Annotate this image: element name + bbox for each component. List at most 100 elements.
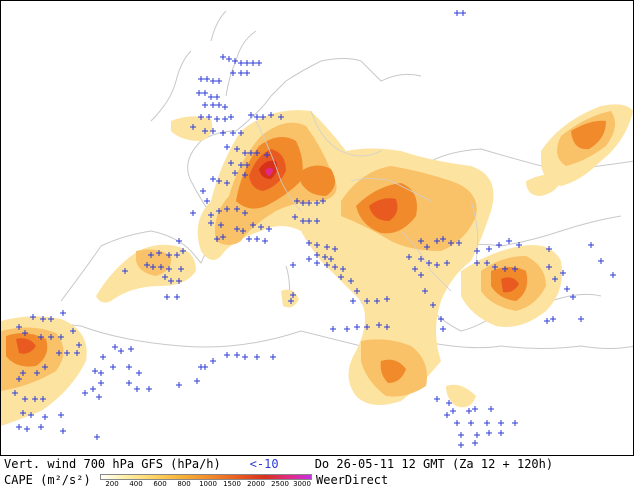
plus-marker [216, 78, 222, 84]
plus-marker [218, 222, 224, 228]
plus-marker [96, 394, 102, 400]
plus-marker [598, 258, 604, 264]
plus-marker [126, 380, 132, 386]
plus-marker [268, 112, 274, 118]
map-caption: Vert. wind 700 hPa GFS (hPa/h) <-10 Do 2… [0, 456, 634, 490]
plus-marker [208, 220, 214, 226]
plus-marker [224, 144, 230, 150]
plus-marker [202, 128, 208, 134]
plus-marker [546, 264, 552, 270]
plus-marker [250, 60, 256, 66]
plus-marker [216, 178, 222, 184]
plus-marker [324, 262, 330, 268]
plus-marker [348, 278, 354, 284]
plus-marker [434, 238, 440, 244]
plus-marker [38, 424, 44, 430]
plus-marker [226, 56, 232, 62]
plus-marker [82, 390, 88, 396]
plus-marker [314, 200, 320, 206]
map-canvas [1, 10, 633, 448]
plus-marker [314, 252, 320, 258]
plus-marker [324, 244, 330, 250]
plus-marker [220, 234, 226, 240]
plus-marker [70, 328, 76, 334]
plus-marker [294, 198, 300, 204]
plus-marker [278, 114, 284, 120]
plus-marker [424, 244, 430, 250]
plus-marker [364, 324, 370, 330]
plus-marker [472, 406, 478, 412]
plus-marker [314, 218, 320, 224]
plus-marker [610, 272, 616, 278]
plus-marker [288, 298, 294, 304]
plus-marker [112, 344, 118, 350]
plus-marker [198, 114, 204, 120]
plus-marker [262, 238, 268, 244]
plus-marker [254, 236, 260, 242]
plus-marker [246, 236, 252, 242]
plus-marker [552, 276, 558, 282]
plus-marker [444, 412, 450, 418]
plus-marker [502, 266, 508, 272]
plus-marker [460, 10, 466, 16]
plus-marker [486, 430, 492, 436]
plus-marker [406, 254, 412, 260]
plus-marker [176, 238, 182, 244]
plus-marker [440, 326, 446, 332]
plus-marker [332, 246, 338, 252]
scale-tick: 1500 [223, 480, 241, 488]
plus-marker [242, 150, 248, 156]
plus-marker [214, 116, 220, 122]
plus-marker [384, 324, 390, 330]
plus-marker [300, 200, 306, 206]
plus-marker [238, 130, 244, 136]
plus-marker [210, 102, 216, 108]
plus-marker [148, 252, 154, 258]
plus-marker [202, 364, 208, 370]
plus-marker [166, 266, 172, 272]
plus-marker [434, 396, 440, 402]
plus-marker [220, 130, 226, 136]
plus-marker [344, 326, 350, 332]
plus-marker [230, 70, 236, 76]
plus-marker [418, 256, 424, 262]
scale-tick: 2500 [271, 480, 289, 488]
cape-color-scale: 200 400 600 800 1000 1500 2000 2500 3000 [100, 474, 312, 490]
plus-marker [180, 248, 186, 254]
plus-marker [418, 272, 424, 278]
plus-marker [254, 354, 260, 360]
plus-marker [22, 396, 28, 402]
plus-marker [242, 354, 248, 360]
scale-tick: 600 [153, 480, 167, 488]
plus-marker [488, 406, 494, 412]
scale-tick: 800 [177, 480, 191, 488]
plus-marker [364, 298, 370, 304]
plus-marker [20, 410, 26, 416]
plus-marker [578, 316, 584, 322]
plus-marker [466, 408, 472, 414]
plus-marker [196, 90, 202, 96]
plus-marker [588, 242, 594, 248]
plus-marker [374, 298, 380, 304]
plus-marker [200, 188, 206, 194]
plus-marker [486, 246, 492, 252]
plus-marker [550, 316, 556, 322]
plus-marker [150, 264, 156, 270]
plus-marker [512, 266, 518, 272]
plus-marker [214, 94, 220, 100]
plus-marker [270, 354, 276, 360]
plus-marker [350, 298, 356, 304]
plus-marker [92, 368, 98, 374]
caption-valid-time: Do 26-05-11 12 GMT (Za 12 + 120h) [314, 457, 554, 471]
plus-marker [248, 150, 254, 156]
plus-marker [126, 364, 132, 370]
caption-cape-label: CAPE (m²/s²) [4, 473, 91, 487]
plus-marker [474, 248, 480, 254]
plus-marker [176, 278, 182, 284]
plus-marker [474, 432, 480, 438]
plus-marker [234, 352, 240, 358]
plus-marker [28, 412, 34, 418]
plus-marker [444, 260, 450, 266]
plus-marker [168, 278, 174, 284]
plus-marker [48, 334, 54, 340]
